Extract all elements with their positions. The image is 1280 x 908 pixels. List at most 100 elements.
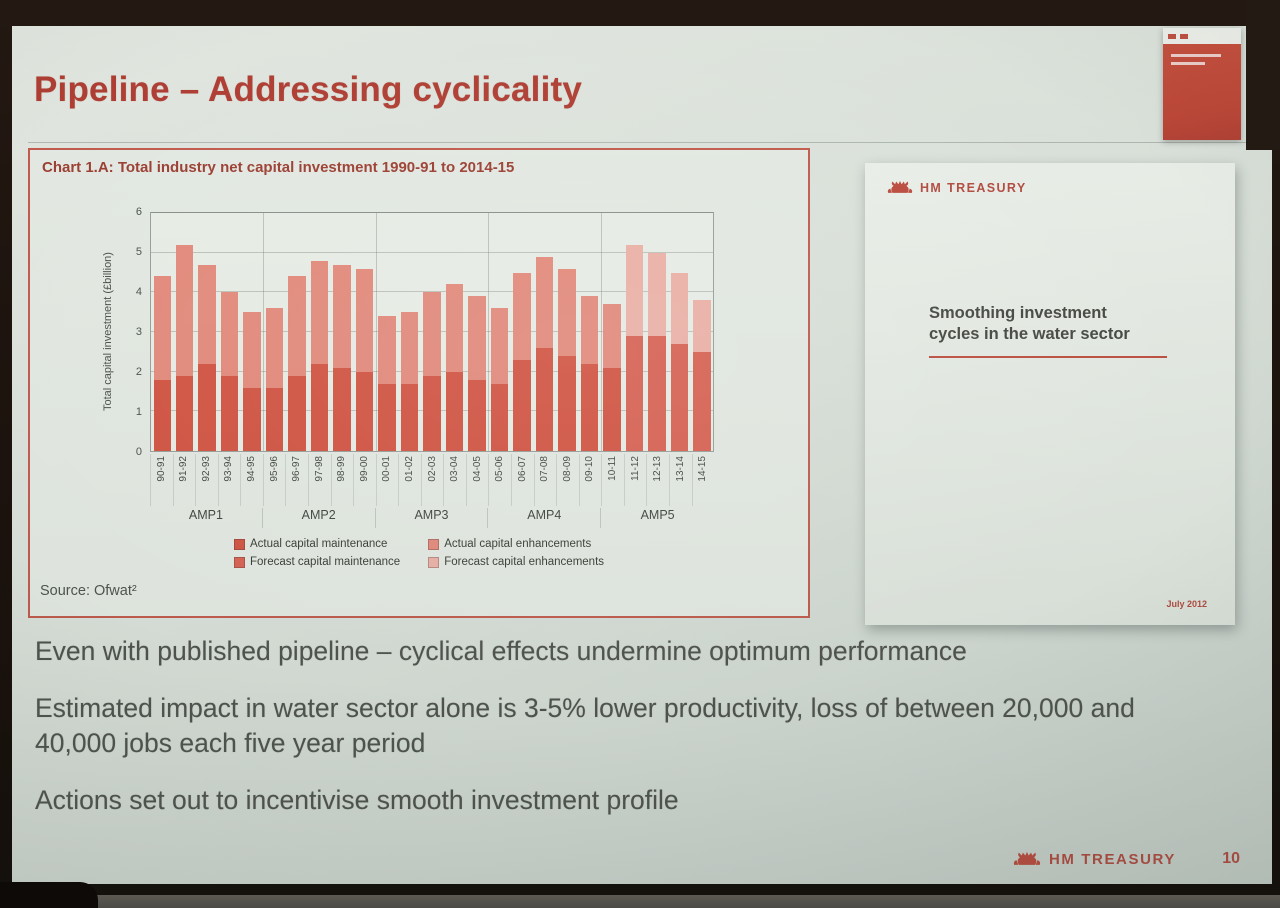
thumbnail-text-line (1171, 62, 1206, 65)
bar-segment (400, 383, 419, 451)
gridline (151, 251, 713, 253)
bar-segment (490, 308, 509, 384)
bar-segment (220, 375, 239, 451)
gridline (151, 212, 713, 213)
bar (376, 213, 398, 451)
bar-segment (243, 312, 261, 388)
bar-segment (513, 272, 531, 360)
report-date: July 2012 (1166, 599, 1207, 609)
thumbnail-text-line (1171, 54, 1221, 57)
x-tick-label: 91-92 (172, 454, 196, 506)
x-tick-label: 99-00 (353, 454, 376, 506)
bar (421, 213, 443, 451)
bar (578, 213, 600, 451)
bar (511, 213, 533, 451)
bar (691, 213, 713, 451)
bar-segment (423, 292, 441, 376)
x-tick-label: 02-03 (420, 454, 444, 506)
bar (398, 213, 420, 451)
legend-label: Actual capital maintenance (249, 538, 388, 550)
y-tick-label: 3 (135, 326, 142, 338)
chart-legend: Actual capital maintenance Actual capital… (30, 538, 808, 568)
y-axis-ticks: 0 1 2 3 4 5 6 (122, 206, 146, 458)
bar-segment (378, 316, 396, 384)
legend-item: Actual capital enhancements (428, 538, 604, 550)
legend-label: Forecast capital maintenance (249, 556, 401, 568)
bar (646, 213, 668, 451)
bar-segment (603, 304, 621, 368)
bullet-2: Estimated impact in water sector alone i… (35, 692, 1135, 758)
group-separator (488, 213, 490, 451)
x-tick-label: 03-04 (443, 454, 466, 506)
bars (151, 213, 713, 451)
x-axis-labels: 90-91 91-92 92-93 93-94 94-95 95-96 96-97 97-98… (150, 454, 714, 506)
gridline (151, 291, 713, 293)
group-separator (263, 213, 265, 451)
bar-segment (535, 347, 554, 451)
x-tick-label: 94-95 (240, 454, 263, 506)
bar (668, 213, 690, 451)
legend-label: Forecast capital enhancements (444, 556, 605, 568)
bullet-3: Actions set out to incentivise smooth in… (35, 784, 679, 815)
bar-segment (310, 363, 329, 451)
bar-segment (378, 383, 396, 451)
x-tick-label: 13-14 (668, 454, 692, 506)
bar (601, 213, 623, 451)
bar-segment (468, 296, 486, 380)
bar-segment (423, 375, 441, 451)
x-tick-label: 05-06 (488, 454, 511, 506)
report-thumbnail (1163, 28, 1241, 140)
x-tick-label: 12-13 (646, 454, 669, 506)
bar (151, 213, 173, 451)
bar (443, 213, 465, 451)
x-tick-label: 09-10 (578, 454, 602, 506)
bullet-1: Even with published pipeline – cyclical … (35, 636, 967, 666)
bar (263, 213, 285, 451)
x-tick-label: 14-15 (691, 454, 715, 506)
bar-segment (580, 296, 599, 364)
group-label: AMP2 (263, 508, 376, 528)
bar-segment (175, 375, 194, 451)
y-tick-label: 5 (135, 246, 142, 258)
title-divider (28, 142, 1246, 143)
bar-segment (355, 268, 374, 372)
bar-segment (355, 371, 374, 451)
report-cover-brand: HM TREASURY (887, 179, 1027, 196)
x-tick-label: 10-11 (601, 454, 624, 506)
bar-segment (625, 244, 644, 336)
y-tick-label: 1 (135, 406, 142, 419)
y-tick-label: 0 (135, 446, 142, 458)
y-tick-label: 4 (135, 286, 142, 299)
bar-segment (310, 260, 329, 364)
bar (218, 213, 240, 451)
bar (286, 213, 308, 451)
report-title: Smoothing investment cycles in the water… (929, 303, 1167, 358)
y-tick-label: 2 (135, 366, 142, 379)
x-tick-label: 00-01 (375, 454, 399, 506)
bar-segment (535, 256, 554, 348)
bar-segment (468, 379, 486, 451)
photo-dark-corner (1246, 0, 1280, 150)
legend-swatch-icon (233, 556, 245, 568)
bar (241, 213, 263, 451)
legend-label: Actual capital enhancements (444, 538, 592, 550)
bar-segment (220, 292, 239, 376)
bar-segment (648, 252, 666, 336)
legend-swatch-icon (233, 538, 245, 550)
bar-segment (625, 335, 644, 451)
bar-segment (670, 272, 689, 344)
bar-segment (265, 387, 284, 451)
bar-segment (648, 335, 666, 451)
bar (331, 213, 353, 451)
bar (488, 213, 510, 451)
slide-bullets: Even with published pipeline – cyclical … (35, 634, 1215, 840)
legend-item: Forecast capital enhancements (428, 556, 604, 568)
y-tick-label: 6 (135, 206, 142, 218)
bar-segment (243, 387, 261, 451)
group-label: AMP3 (376, 508, 489, 528)
page-number: 10 (1222, 850, 1240, 867)
thumbnail-logo-mark-icon (1180, 33, 1188, 39)
plot-area (150, 212, 714, 452)
x-tick-label: 98-99 (330, 454, 354, 506)
report-thumbnail-cover (1163, 44, 1241, 140)
